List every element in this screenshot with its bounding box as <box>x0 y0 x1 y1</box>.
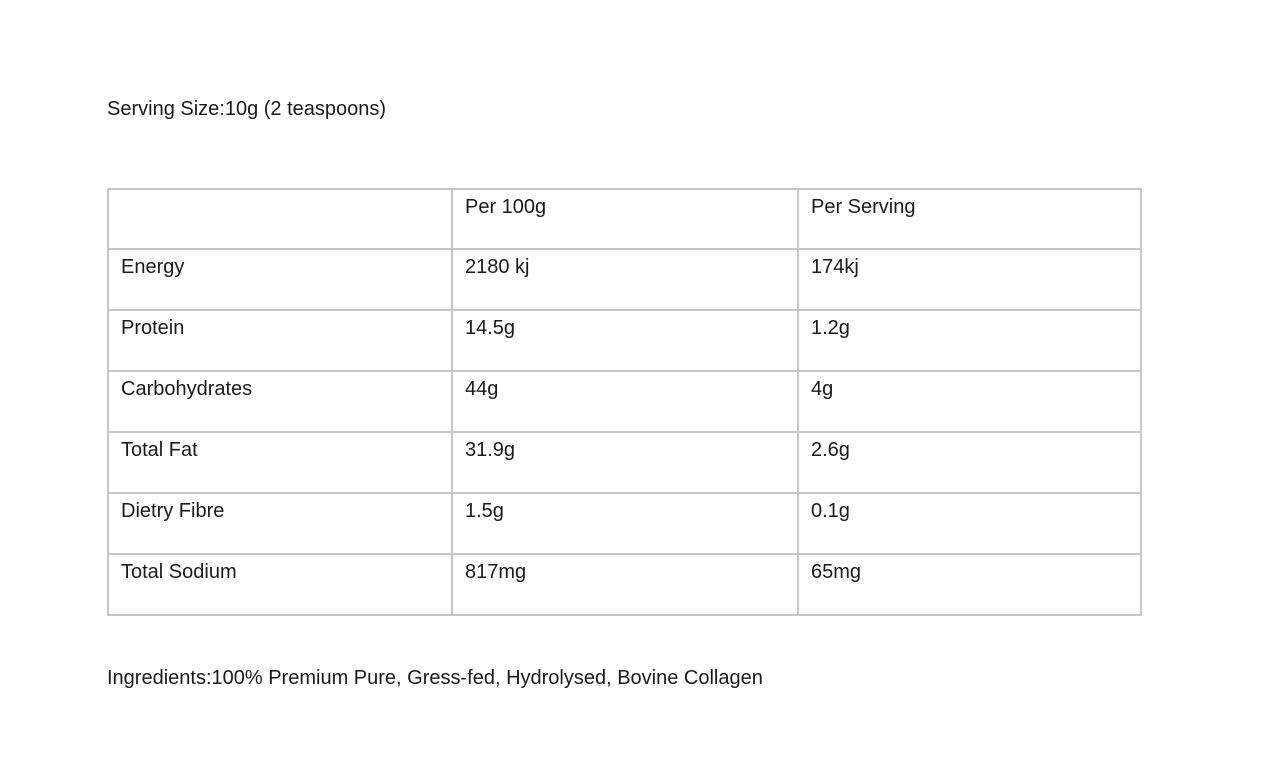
header-per-serving: Per Serving <box>797 188 1142 250</box>
per-serving-value: 2.6g <box>797 431 1142 494</box>
table-row: Protein 14.5g 1.2g <box>107 309 1142 372</box>
table-header-row: Per 100g Per Serving <box>107 188 1142 250</box>
per-serving-value: 4g <box>797 370 1142 433</box>
nutrient-name: Total Sodium <box>107 553 453 616</box>
table-row: Total Fat 31.9g 2.6g <box>107 431 1142 494</box>
nutrient-name: Dietry Fibre <box>107 492 453 555</box>
per-100g-value: 1.5g <box>451 492 799 555</box>
header-per-100g: Per 100g <box>451 188 799 250</box>
header-cell-empty <box>107 188 453 250</box>
serving-size: Serving Size:10g (2 teaspoons) <box>107 98 387 120</box>
nutrient-name: Carbohydrates <box>107 370 453 433</box>
table-row: Energy 2180 kj 174kj <box>107 248 1142 311</box>
table-row: Dietry Fibre 1.5g 0.1g <box>107 492 1142 555</box>
nutrition-table: Per 100g Per Serving Energy 2180 kj 174k… <box>107 188 1142 616</box>
per-100g-value: 31.9g <box>451 431 799 494</box>
per-100g-value: 2180 kj <box>451 248 799 311</box>
nutrient-name: Total Fat <box>107 431 453 494</box>
nutrient-name: Protein <box>107 309 453 372</box>
per-serving-value: 1.2g <box>797 309 1142 372</box>
per-serving-value: 65mg <box>797 553 1142 616</box>
per-100g-value: 44g <box>451 370 799 433</box>
per-serving-value: 0.1g <box>797 492 1142 555</box>
table-row: Carbohydrates 44g 4g <box>107 370 1142 433</box>
per-serving-value: 174kj <box>797 248 1142 311</box>
per-100g-value: 817mg <box>451 553 799 616</box>
ingredients: Ingredients:100% Premium Pure, Gress-fed… <box>107 667 763 689</box>
table-row: Total Sodium 817mg 65mg <box>107 553 1142 616</box>
per-100g-value: 14.5g <box>451 309 799 372</box>
nutrient-name: Energy <box>107 248 453 311</box>
